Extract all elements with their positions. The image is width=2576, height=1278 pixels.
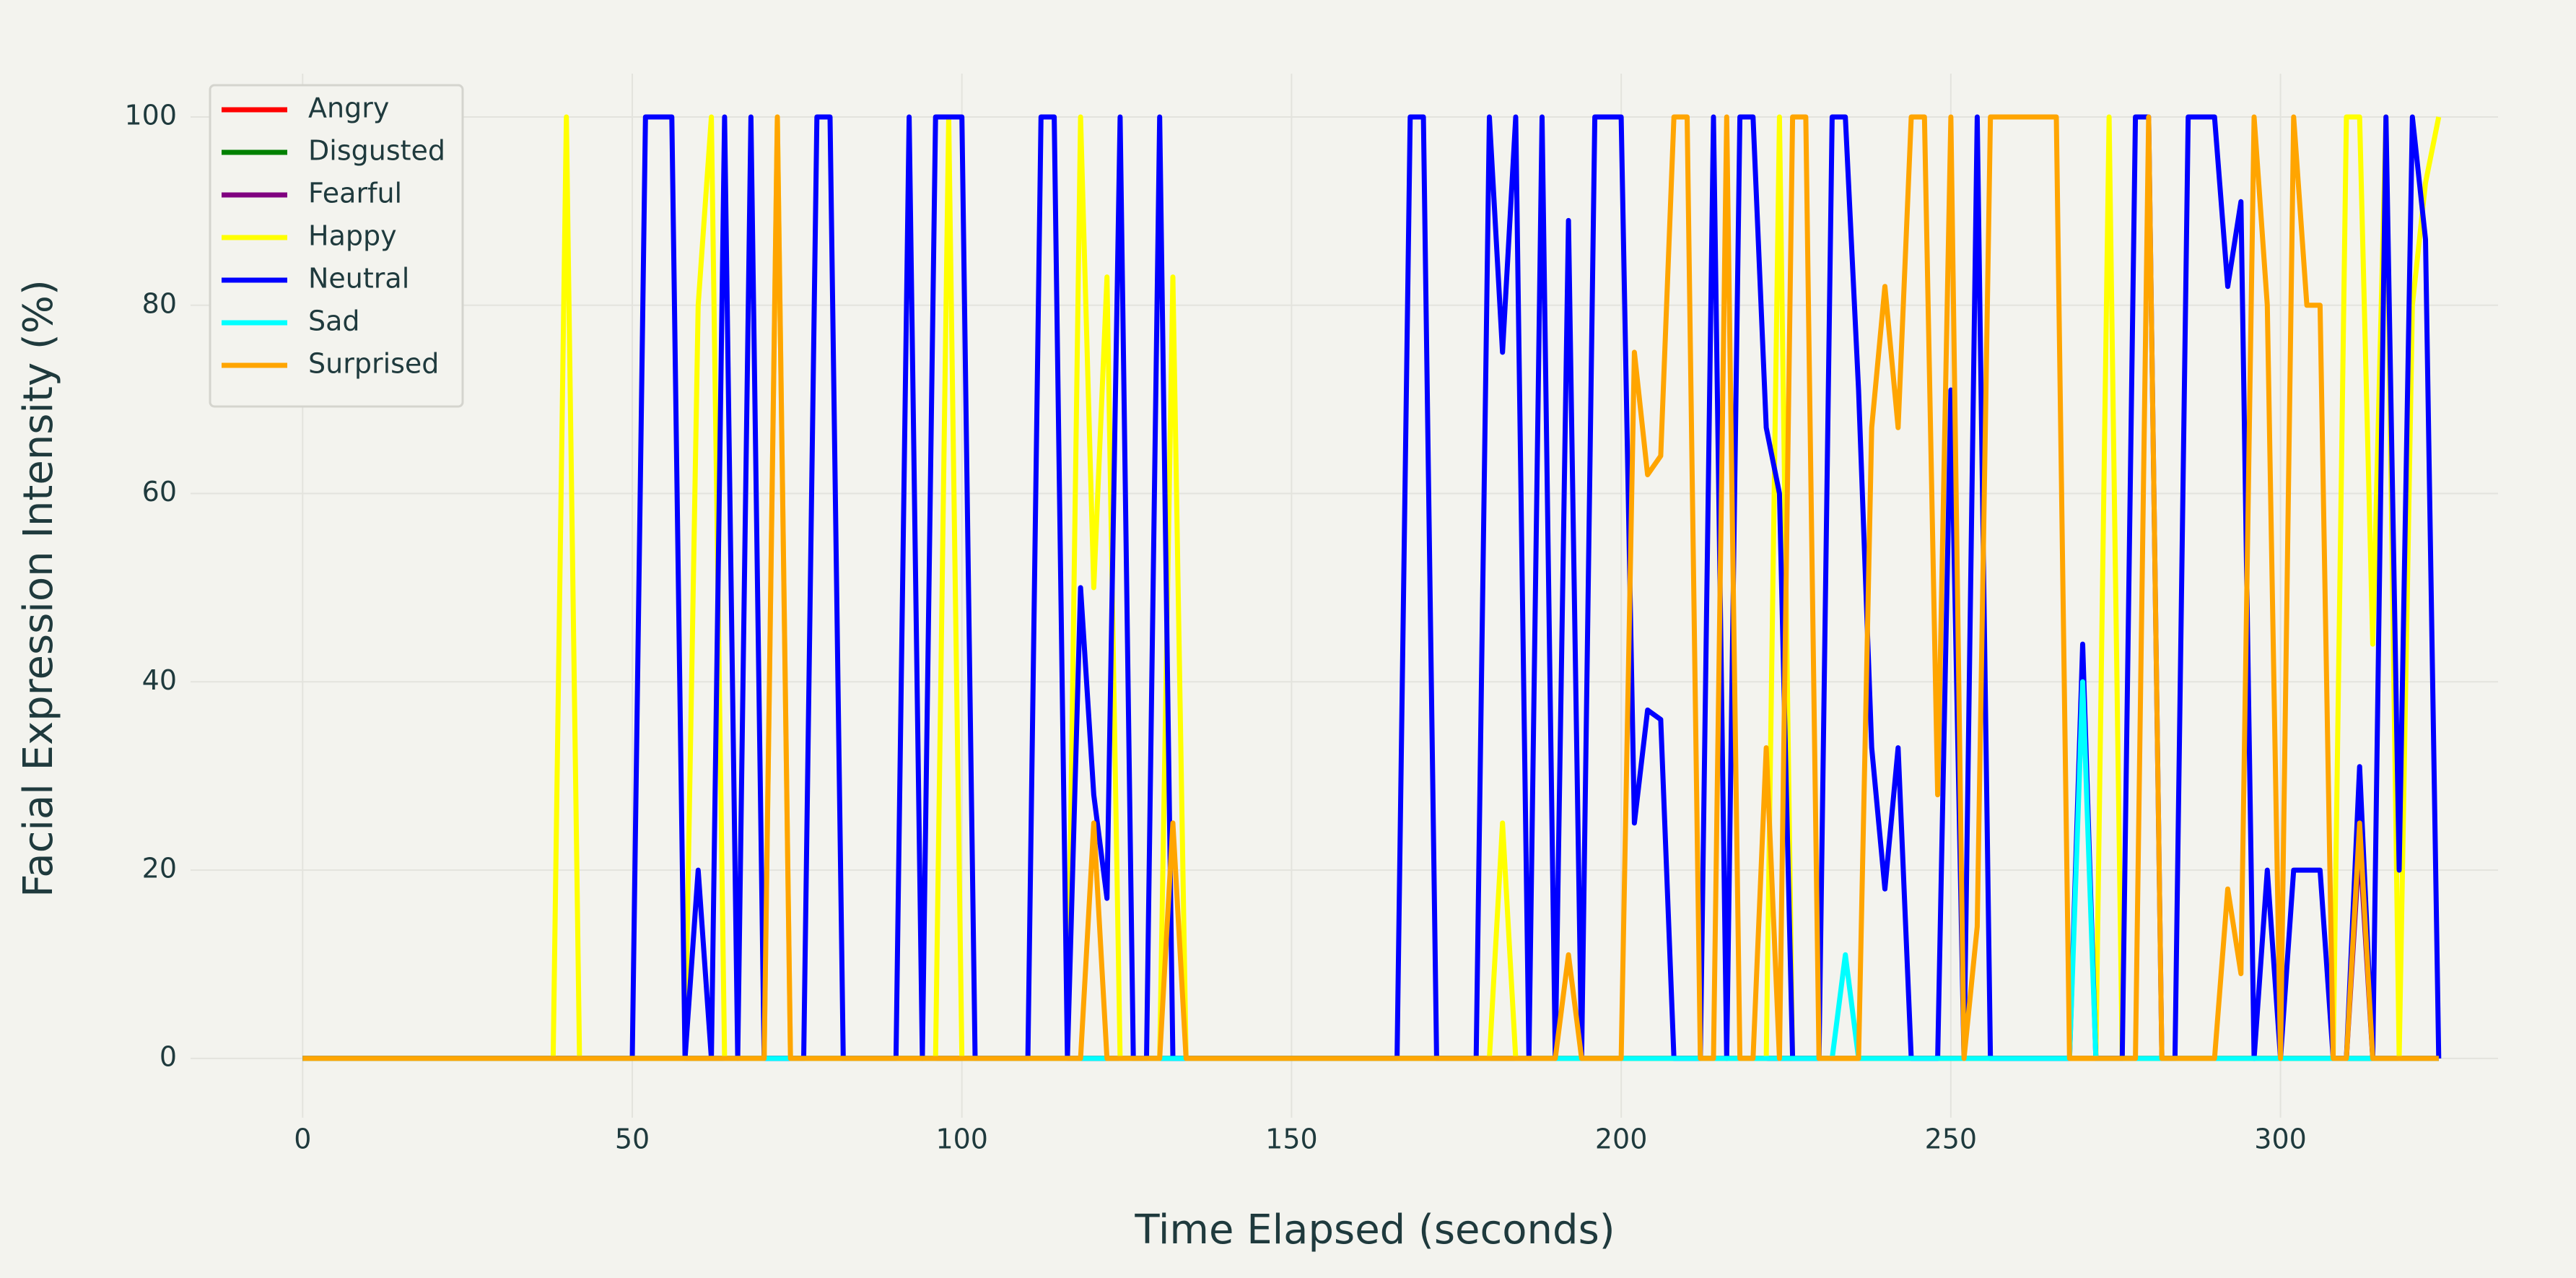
x-tick-label: 250 (1925, 1123, 1978, 1155)
legend-label: Disgusted (308, 135, 445, 167)
x-tick-label: 300 (2254, 1123, 2307, 1155)
x-tick-label: 150 (1265, 1123, 1318, 1155)
y-tick-label: 60 (142, 476, 177, 508)
y-axis-label: Facial Expression Intensity (%) (15, 279, 62, 897)
legend-label: Surprised (308, 348, 439, 380)
legend: Angry Disgusted Fearful Happy Neutral Sad Surp… (209, 84, 464, 408)
legend-label: Sad (308, 305, 360, 337)
y-tick-label: 40 (142, 664, 177, 696)
y-tick-label: 0 (160, 1040, 177, 1072)
legend-label: Happy (308, 220, 397, 252)
legend-label: Angry (308, 92, 389, 124)
x-tick-label: 0 (294, 1123, 311, 1155)
x-tick-label: 100 (935, 1123, 988, 1155)
x-tick-label: 200 (1595, 1123, 1648, 1155)
series-line (302, 114, 2439, 1061)
y-tick-label: 20 (142, 853, 177, 884)
y-tick-label: 80 (142, 287, 177, 319)
legend-box (209, 84, 464, 408)
legend-label: Neutral (308, 263, 409, 295)
y-tick-label: 100 (124, 99, 177, 131)
legend-label: Fearful (308, 178, 402, 209)
x-tick-label: 50 (615, 1123, 650, 1155)
x-axis-label: Time Elapsed (seconds) (1134, 1207, 1615, 1253)
